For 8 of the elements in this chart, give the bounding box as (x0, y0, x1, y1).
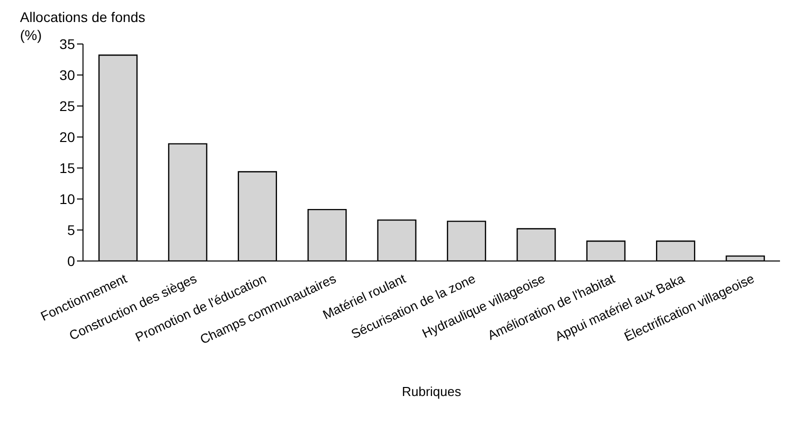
y-tick-label: 5 (67, 222, 76, 238)
y-tick-label: 20 (59, 128, 76, 145)
y-tick-label: 30 (59, 66, 76, 83)
y-tick-label: 25 (59, 98, 76, 114)
y-tick-label: 15 (59, 160, 76, 176)
y-tick-label: 0 (67, 252, 76, 269)
y-tick-label: 10 (59, 190, 76, 207)
x-axis-title: Rubriques (400, 384, 462, 399)
